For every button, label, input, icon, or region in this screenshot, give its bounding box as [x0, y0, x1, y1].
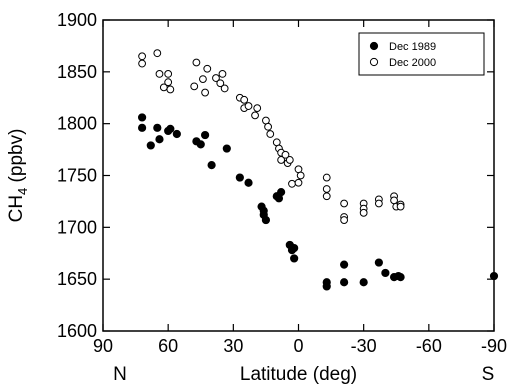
- x-tick-label: -30: [351, 336, 377, 356]
- series-dec-1989: [138, 113, 499, 291]
- data-point-dec-2000: [253, 104, 262, 113]
- y-axis-ticks: 1600 1650 1700 1750 1800 1850 1900: [57, 10, 494, 341]
- data-point-dec-1989: [489, 271, 499, 281]
- data-point-dec-2000: [203, 64, 212, 73]
- data-point-dec-1989: [290, 243, 299, 253]
- y-axis-label-subscript: 4: [15, 188, 30, 195]
- data-point-dec-1989: [244, 178, 253, 187]
- legend-entry-dec-2000: Dec 2000: [389, 57, 436, 69]
- data-point-dec-2000: [164, 78, 173, 87]
- data-point-dec-1989: [374, 258, 383, 267]
- data-point-dec-2000: [216, 79, 225, 88]
- data-point-dec-1989: [222, 144, 231, 153]
- data-point-dec-2000: [288, 179, 296, 188]
- data-point-dec-2000: [251, 111, 259, 120]
- data-point-dec-2000: [166, 85, 175, 94]
- data-point-dec-2000: [359, 208, 368, 217]
- legend-entry-dec-1989: Dec 1989: [389, 41, 436, 53]
- data-point-dec-1989: [396, 272, 405, 282]
- legend-box: [358, 32, 485, 76]
- data-point-dec-2000: [374, 199, 383, 208]
- data-point-dec-2000: [190, 82, 199, 91]
- data-point-dec-2000: [240, 95, 249, 104]
- data-point-dec-1989: [340, 260, 349, 269]
- data-point-dec-2000: [296, 171, 305, 180]
- data-point-dec-2000: [192, 58, 201, 67]
- data-point-dec-2000: [138, 59, 147, 68]
- data-point-dec-1989: [277, 187, 286, 197]
- data-point-dec-2000: [199, 75, 207, 83]
- data-point-dec-2000: [201, 88, 209, 97]
- series-dec-2000: [138, 49, 405, 224]
- data-point-dec-2000: [264, 122, 272, 131]
- data-point-dec-1989: [138, 123, 147, 132]
- data-point-dec-1989: [196, 140, 205, 149]
- data-point-dec-2000: [340, 199, 349, 208]
- y-axis-label: CH4 (ppbv): [6, 129, 30, 223]
- data-point-dec-1989: [207, 161, 216, 170]
- data-point-dec-1989: [146, 141, 155, 150]
- x-axis-label: Latitude (deg): [240, 364, 357, 385]
- data-point-dec-2000: [294, 178, 303, 187]
- data-point-dec-2000: [155, 70, 164, 78]
- y-tick-label: 1800: [57, 114, 97, 134]
- north-direction-label: N: [113, 364, 127, 385]
- data-point-dec-2000: [322, 192, 331, 201]
- y-tick-label: 1850: [57, 62, 97, 82]
- x-tick-label: -90: [481, 336, 507, 356]
- x-tick-label: -60: [416, 336, 442, 356]
- data-point-dec-2000: [138, 52, 147, 61]
- y-tick-label: 1900: [57, 10, 97, 30]
- data-point-dec-2000: [212, 74, 220, 82]
- data-point-dec-2000: [322, 185, 331, 193]
- data-point-dec-2000: [281, 150, 290, 159]
- x-axis-ticks: 90 60 30 0 -30 -60 -90: [93, 20, 507, 356]
- x-tick-label: 0: [293, 336, 303, 356]
- data-point-dec-1989: [138, 113, 147, 122]
- data-point-dec-1989: [322, 278, 331, 287]
- data-point-dec-2000: [285, 156, 294, 164]
- y-axis-label-unit: (ppbv): [6, 129, 27, 188]
- data-point-dec-1989: [261, 215, 271, 225]
- y-tick-label: 1700: [57, 217, 97, 237]
- data-point-dec-1989: [172, 129, 181, 139]
- data-point-dec-1989: [166, 124, 175, 133]
- y-tick-label: 1750: [57, 166, 97, 186]
- data-point-dec-1989: [153, 123, 162, 132]
- data-point-dec-2000: [218, 70, 227, 78]
- data-point-dec-1989: [290, 254, 299, 263]
- data-point-dec-2000: [220, 84, 229, 93]
- y-tick-label: 1600: [57, 321, 97, 341]
- data-point-dec-1989: [155, 135, 164, 144]
- data-point-dec-2000: [164, 70, 173, 78]
- data-point-dec-1989: [381, 268, 390, 278]
- data-point-dec-2000: [322, 173, 331, 182]
- data-point-dec-2000: [340, 216, 349, 224]
- south-direction-label: S: [482, 364, 495, 385]
- data-point-dec-2000: [396, 202, 405, 211]
- data-point-dec-1989: [235, 173, 244, 182]
- x-tick-label: 60: [158, 336, 178, 356]
- x-tick-label: 30: [223, 336, 243, 356]
- legend-marker-dec-1989: [369, 41, 379, 51]
- data-point-dec-1989: [200, 130, 210, 140]
- legend-marker-dec-2000: [369, 57, 379, 67]
- data-point-dec-1989: [359, 278, 368, 287]
- data-point-dec-2000: [266, 130, 275, 138]
- data-point-dec-2000: [153, 49, 162, 58]
- y-axis-label-main: CH: [6, 195, 27, 222]
- legend: Dec 1989 Dec 2000: [358, 32, 485, 76]
- y-tick-label: 1650: [57, 269, 97, 289]
- x-tick-label: 90: [93, 336, 113, 356]
- data-point-dec-1989: [340, 278, 349, 287]
- data-point-dec-2000: [244, 102, 253, 110]
- data-point-dec-2000: [277, 156, 286, 164]
